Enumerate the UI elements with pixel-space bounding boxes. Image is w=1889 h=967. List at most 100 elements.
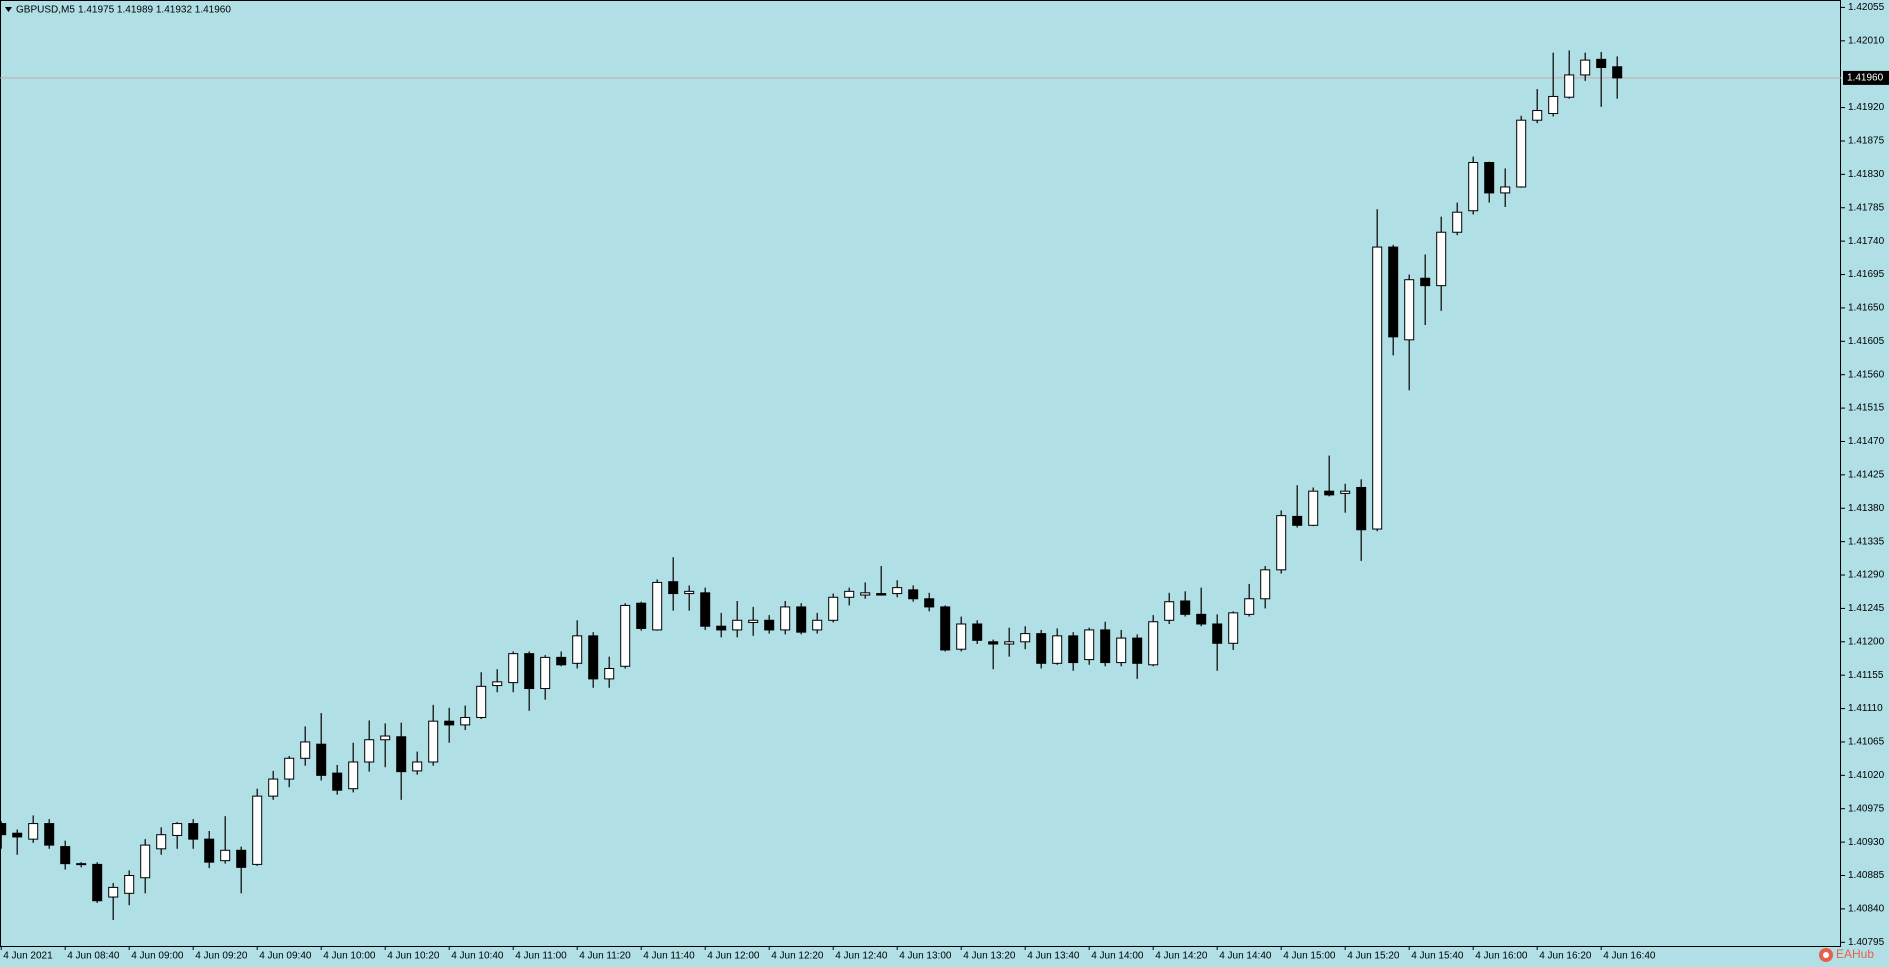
candle-body — [188, 823, 199, 840]
candle-body — [588, 635, 599, 680]
candle-body — [364, 739, 375, 763]
x-tick-label: 4 Jun 2021 — [3, 951, 53, 962]
x-tick-label: 4 Jun 08:40 — [67, 951, 120, 962]
x-tick-label: 4 Jun 09:20 — [195, 951, 248, 962]
candle-body — [140, 844, 151, 879]
x-tick-label: 4 Jun 12:00 — [707, 951, 760, 962]
candle-body — [156, 834, 167, 850]
candle-body — [844, 590, 855, 598]
candle-body — [380, 735, 391, 741]
candle-body — [1564, 74, 1575, 98]
x-tick-label: 4 Jun 09:40 — [259, 951, 312, 962]
chart-title: GBPUSD,M5 — [16, 5, 75, 16]
current-price-box — [1843, 70, 1889, 85]
y-tick-label: 1.41335 — [1848, 536, 1885, 547]
candle-body — [1340, 490, 1351, 494]
y-tick-label: 1.41065 — [1848, 737, 1885, 748]
candle-body — [1164, 601, 1175, 621]
candle-body — [924, 598, 935, 608]
y-tick-label: 1.41200 — [1848, 636, 1885, 647]
candle-body — [1372, 246, 1383, 530]
y-tick-label: 1.40840 — [1848, 904, 1885, 915]
candle-body — [1212, 623, 1223, 644]
x-tick-label: 4 Jun 09:00 — [131, 951, 184, 962]
candle-body — [124, 875, 135, 894]
y-tick-label: 1.40795 — [1848, 937, 1885, 948]
candle-body — [812, 619, 823, 631]
candle-body — [1500, 186, 1511, 194]
candle-body — [892, 587, 903, 595]
y-tick-label: 1.41785 — [1848, 202, 1885, 213]
candle-body — [1452, 211, 1463, 233]
candle-body — [524, 653, 535, 690]
candle-body — [1356, 486, 1367, 531]
ohlc-info: 1.41975 1.41989 1.41932 1.41960 — [78, 5, 231, 16]
y-tick-label: 1.41515 — [1848, 403, 1885, 414]
candle-body — [796, 606, 807, 633]
x-tick-label: 4 Jun 10:40 — [451, 951, 504, 962]
candle-body — [1404, 279, 1415, 341]
x-tick-label: 4 Jun 16:20 — [1539, 951, 1592, 962]
candle-body — [1180, 600, 1191, 615]
candle-body — [1260, 569, 1271, 600]
x-tick-label: 4 Jun 11:40 — [643, 951, 695, 962]
y-tick-label: 1.41380 — [1848, 503, 1885, 514]
candle-body — [1084, 629, 1095, 661]
candle-body — [220, 849, 231, 862]
candle-body — [748, 619, 759, 624]
candle-body — [428, 720, 439, 763]
candle-body — [572, 635, 583, 664]
candle-body — [1436, 231, 1447, 287]
x-tick-label: 4 Jun 14:20 — [1155, 951, 1208, 962]
candle-body — [860, 592, 871, 596]
candle-body — [876, 593, 887, 596]
candle-body — [1516, 119, 1527, 188]
candle-body — [204, 838, 215, 863]
y-tick-label: 1.41650 — [1848, 303, 1885, 314]
y-tick-label: 1.41875 — [1848, 136, 1885, 147]
candle-body — [252, 795, 263, 865]
candle-body — [940, 606, 951, 651]
x-tick-label: 4 Jun 12:20 — [771, 951, 824, 962]
y-tick-label: 1.42055 — [1848, 2, 1885, 13]
candle-body — [1100, 629, 1111, 664]
candle-body — [620, 604, 631, 667]
x-tick-label: 4 Jun 16:00 — [1475, 951, 1528, 962]
candle-body — [348, 761, 359, 790]
candle-body — [1132, 637, 1143, 664]
y-tick-label: 1.41920 — [1848, 102, 1885, 113]
candle-body — [1484, 161, 1495, 194]
candle-body — [12, 832, 23, 838]
plot-frame — [0, 0, 1841, 947]
candle-body — [284, 757, 295, 780]
candle-body — [1244, 598, 1255, 615]
candle-body — [1388, 246, 1399, 338]
candle-body — [332, 772, 343, 791]
candle-body — [460, 716, 471, 726]
candle-body — [684, 590, 695, 595]
candle-body — [444, 720, 455, 726]
current-price-label: 1.41960 — [1847, 73, 1884, 84]
candle-body — [1148, 621, 1159, 666]
candle-body — [636, 602, 647, 629]
candle-body — [0, 823, 7, 836]
candle-body — [236, 849, 247, 868]
x-tick-label: 4 Jun 13:20 — [963, 951, 1016, 962]
x-tick-label: 4 Jun 14:00 — [1091, 951, 1144, 962]
candle-body — [1116, 637, 1127, 664]
candle-body — [316, 743, 327, 776]
y-tick-label: 1.41470 — [1848, 436, 1885, 447]
candle-body — [1052, 635, 1063, 664]
y-tick-label: 1.41560 — [1848, 369, 1885, 380]
x-tick-label: 4 Jun 15:40 — [1411, 951, 1464, 962]
candle-body — [44, 823, 55, 846]
x-tick-label: 4 Jun 16:40 — [1603, 951, 1656, 962]
candle-body — [764, 619, 775, 631]
x-tick-label: 4 Jun 13:40 — [1027, 951, 1080, 962]
candle-body — [652, 581, 663, 631]
candle-body — [1548, 95, 1559, 115]
candle-body — [988, 641, 999, 645]
y-tick-label: 1.40975 — [1848, 803, 1885, 814]
